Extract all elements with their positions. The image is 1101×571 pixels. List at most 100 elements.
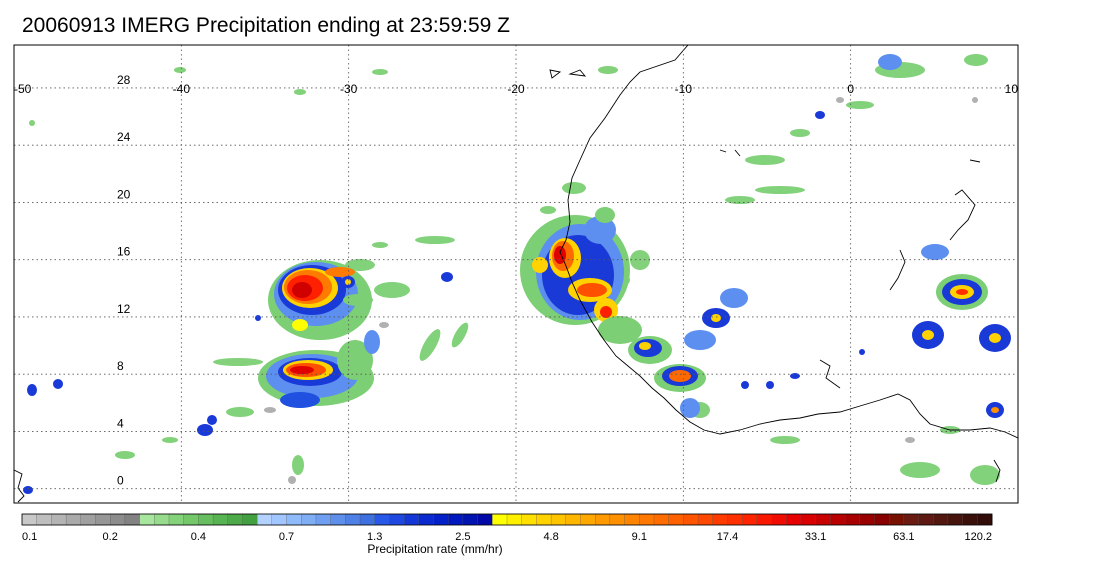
storm-band-guinea	[628, 288, 748, 418]
colorbar-swatch	[653, 513, 670, 526]
colorbar-swatch	[977, 513, 993, 526]
colorbar-tick-label: 2.5	[455, 531, 470, 543]
colorbar-swatch	[271, 513, 288, 526]
latitude-label: 28	[117, 73, 131, 87]
longitude-label: -30	[340, 82, 358, 96]
colorbar-tick-label: 63.1	[893, 531, 914, 543]
colorbar-tick-labels: 0.1 0.2 0.4 0.7 1.3 2.5 4.8 9.1 17.4 33.1 63.1 120.…	[22, 531, 992, 543]
latitude-label: 0	[117, 474, 124, 488]
latitude-label: 4	[117, 416, 124, 430]
colorbar-swatch	[477, 513, 493, 526]
colorbar-swatch	[521, 513, 537, 526]
colorbar-swatch	[124, 513, 141, 526]
colorbar-swatch	[183, 513, 199, 526]
colorbar-tick-label: 17.4	[717, 531, 738, 543]
colorbar-swatch	[492, 513, 508, 526]
colorbar-swatch	[786, 513, 802, 526]
colorbar-swatch	[683, 513, 699, 526]
colorbar-swatch	[286, 513, 302, 526]
colorbar-swatch	[345, 513, 361, 526]
colorbar-swatch	[624, 513, 640, 526]
colorbar-swatch	[874, 513, 890, 526]
colorbar-tick-label: 0.7	[279, 531, 294, 543]
map-background	[14, 45, 1018, 503]
colorbar-swatch	[962, 513, 978, 526]
colorbar-swatch	[256, 513, 273, 526]
colorbar-tick-label: 0.2	[103, 531, 118, 543]
storm-system-atlantic-north	[268, 260, 373, 340]
latitude-label: 12	[117, 302, 131, 316]
colorbar-label: Precipitation rate (mm/hr)	[367, 542, 502, 556]
colorbar-swatch	[595, 513, 611, 526]
colorbar-swatch	[565, 513, 581, 526]
colorbar-swatch	[51, 513, 67, 526]
colorbar-swatch	[198, 513, 214, 526]
colorbar-swatch	[448, 513, 464, 526]
colorbar-swatch	[403, 513, 420, 526]
colorbar-swatch	[536, 513, 552, 526]
colorbar-swatch	[36, 513, 52, 526]
map-frame	[13, 44, 1019, 504]
colorbar-tick-label: 1.3	[367, 531, 382, 543]
colorbar-swatch	[65, 513, 82, 526]
colorbar-tick-label: 120.2	[964, 531, 992, 543]
colorbar-swatches	[21, 513, 993, 526]
colorbar-swatch	[389, 513, 405, 526]
colorbar-swatch	[742, 513, 758, 526]
colorbar-swatch	[462, 513, 479, 526]
colorbar-swatch	[947, 513, 964, 526]
colorbar-tick-label: 4.8	[543, 531, 558, 543]
colorbar-swatch	[815, 513, 831, 526]
colorbar-swatch	[374, 513, 390, 526]
storm-cells-east	[878, 54, 1011, 418]
colorbar-swatch	[139, 513, 155, 526]
graticule	[14, 45, 1018, 503]
latitude-labels: 0 4 8 12 16 20 24 28	[117, 73, 131, 488]
colorbar-swatch	[580, 513, 596, 526]
colorbar-swatch	[301, 513, 317, 526]
longitude-label: -50	[14, 82, 32, 96]
colorbar-swatch	[95, 513, 111, 526]
colorbar-swatch	[433, 513, 449, 526]
colorbar-swatch	[771, 513, 787, 526]
colorbar-swatch	[418, 513, 434, 526]
colorbar-tick-label: 0.1	[22, 531, 37, 543]
colorbar-swatch	[800, 513, 817, 526]
colorbar-swatch	[550, 513, 567, 526]
colorbar-frame	[21, 513, 993, 526]
longitude-label: -40	[173, 82, 191, 96]
colorbar-swatch	[859, 513, 875, 526]
colorbar-swatch	[315, 513, 332, 526]
colorbar-swatch	[697, 513, 714, 526]
colorbar-swatch	[227, 513, 243, 526]
colorbar-swatch	[242, 513, 258, 526]
colorbar-swatch	[844, 513, 861, 526]
colorbar-swatch	[168, 513, 185, 526]
colorbar-swatch	[668, 513, 684, 526]
coastline	[14, 45, 1018, 503]
colorbar-swatch	[830, 513, 846, 526]
colorbar-swatch	[359, 513, 376, 526]
map-title: 20060913 IMERG Precipitation ending at 2…	[22, 14, 510, 37]
longitude-label: 10	[1005, 82, 1019, 96]
colorbar-swatch	[154, 513, 170, 526]
latitude-label: 8	[117, 359, 124, 373]
longitude-label: -10	[675, 82, 693, 96]
colorbar-swatch	[903, 513, 919, 526]
longitude-labels: -50 -40 -30 -20 -10 0 10	[14, 82, 1018, 96]
colorbar-swatch	[888, 513, 905, 526]
longitude-label: -20	[507, 82, 525, 96]
colorbar-swatch	[918, 513, 934, 526]
latitude-label: 20	[117, 187, 131, 201]
colorbar-tick-label: 9.1	[632, 531, 647, 543]
colorbar-swatch	[330, 513, 346, 526]
storm-system-west-africa	[520, 207, 642, 344]
precipitation-field	[23, 54, 1011, 494]
colorbar-swatch	[727, 513, 743, 526]
colorbar-swatch	[609, 513, 626, 526]
colorbar-swatch	[712, 513, 728, 526]
latitude-label: 16	[117, 245, 131, 259]
colorbar-tick-label: 0.4	[191, 531, 206, 543]
colorbar-swatch	[756, 513, 772, 526]
